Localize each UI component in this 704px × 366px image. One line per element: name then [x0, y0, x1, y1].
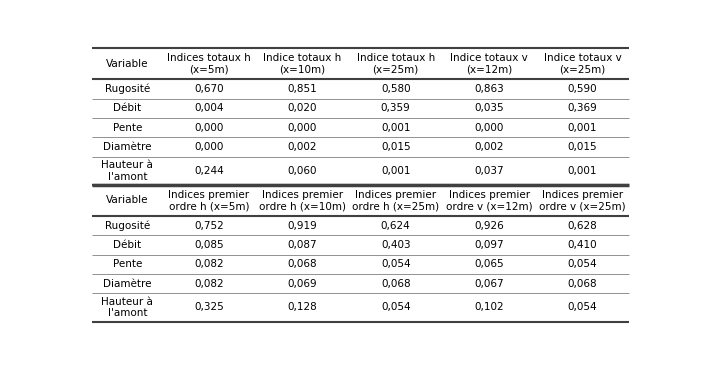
- Text: 0,244: 0,244: [194, 166, 224, 176]
- Text: 0,001: 0,001: [381, 123, 410, 132]
- Text: 0,000: 0,000: [288, 123, 317, 132]
- Text: Indices premier
ordre h (x=10m): Indices premier ordre h (x=10m): [259, 190, 346, 211]
- Text: 0,069: 0,069: [287, 279, 317, 289]
- Text: 0,015: 0,015: [567, 142, 597, 152]
- Text: 0,624: 0,624: [381, 221, 410, 231]
- Text: 0,067: 0,067: [474, 279, 504, 289]
- Text: 0,004: 0,004: [194, 103, 224, 113]
- Text: 0,068: 0,068: [567, 279, 597, 289]
- Text: Pente: Pente: [113, 123, 142, 132]
- Text: 0,087: 0,087: [287, 240, 317, 250]
- Text: 0,851: 0,851: [287, 84, 318, 94]
- Text: 0,054: 0,054: [567, 302, 597, 313]
- Text: 0,082: 0,082: [194, 259, 224, 269]
- Text: Débit: Débit: [113, 103, 142, 113]
- Text: Indices premier
ordre h (x=25m): Indices premier ordre h (x=25m): [352, 190, 439, 211]
- Text: 0,002: 0,002: [474, 142, 504, 152]
- Text: 0,097: 0,097: [474, 240, 504, 250]
- Text: 0,102: 0,102: [474, 302, 504, 313]
- Text: Indices premier
ordre v (x=25m): Indices premier ordre v (x=25m): [539, 190, 626, 211]
- Text: 0,082: 0,082: [194, 279, 224, 289]
- Text: 0,590: 0,590: [567, 84, 597, 94]
- Text: 0,863: 0,863: [474, 84, 504, 94]
- Text: 0,359: 0,359: [381, 103, 410, 113]
- Text: Hauteur à
l'amont: Hauteur à l'amont: [101, 160, 153, 182]
- Text: Variable: Variable: [106, 195, 149, 205]
- Text: Débit: Débit: [113, 240, 142, 250]
- Text: 0,752: 0,752: [194, 221, 224, 231]
- Text: Diamètre: Diamètre: [103, 142, 151, 152]
- Text: 0,054: 0,054: [381, 259, 410, 269]
- Text: 0,000: 0,000: [194, 123, 224, 132]
- Text: 0,054: 0,054: [567, 259, 597, 269]
- Text: Indices premier
ordre v (x=12m): Indices premier ordre v (x=12m): [446, 190, 532, 211]
- Text: Indice totaux h
(x=10m): Indice totaux h (x=10m): [263, 53, 341, 75]
- Text: 0,068: 0,068: [381, 279, 410, 289]
- Text: 0,000: 0,000: [194, 142, 224, 152]
- Text: 0,054: 0,054: [381, 302, 410, 313]
- Text: Indices premier
ordre h (x=5m): Indices premier ordre h (x=5m): [168, 190, 249, 211]
- Text: 0,037: 0,037: [474, 166, 504, 176]
- Text: Indices totaux h
(x=5m): Indices totaux h (x=5m): [167, 53, 251, 75]
- Text: 0,325: 0,325: [194, 302, 224, 313]
- Text: 0,020: 0,020: [287, 103, 317, 113]
- Text: Pente: Pente: [113, 259, 142, 269]
- Text: Hauteur à
l'amont: Hauteur à l'amont: [101, 296, 153, 318]
- Text: 0,068: 0,068: [287, 259, 317, 269]
- Text: 0,410: 0,410: [567, 240, 597, 250]
- Text: 0,580: 0,580: [381, 84, 410, 94]
- Text: 0,002: 0,002: [287, 142, 317, 152]
- Text: 0,060: 0,060: [287, 166, 317, 176]
- Text: 0,670: 0,670: [194, 84, 224, 94]
- Text: 0,369: 0,369: [567, 103, 598, 113]
- Text: 0,001: 0,001: [568, 123, 597, 132]
- Text: 0,128: 0,128: [287, 302, 318, 313]
- Text: 0,000: 0,000: [474, 123, 504, 132]
- Text: Variable: Variable: [106, 59, 149, 69]
- Text: 0,628: 0,628: [567, 221, 598, 231]
- Text: 0,403: 0,403: [381, 240, 410, 250]
- Text: Indice totaux v
(x=12m): Indice totaux v (x=12m): [451, 53, 528, 75]
- Text: Rugosité: Rugosité: [105, 84, 150, 94]
- Text: 0,919: 0,919: [287, 221, 318, 231]
- Text: Diamètre: Diamètre: [103, 279, 151, 289]
- Text: 0,926: 0,926: [474, 221, 504, 231]
- Text: Indice totaux h
(x=25m): Indice totaux h (x=25m): [356, 53, 435, 75]
- Text: 0,065: 0,065: [474, 259, 504, 269]
- Text: Indice totaux v
(x=25m): Indice totaux v (x=25m): [543, 53, 622, 75]
- Text: Rugosité: Rugosité: [105, 220, 150, 231]
- Text: 0,035: 0,035: [474, 103, 504, 113]
- Text: 0,085: 0,085: [194, 240, 224, 250]
- Text: 0,001: 0,001: [568, 166, 597, 176]
- Text: 0,015: 0,015: [381, 142, 410, 152]
- Text: 0,001: 0,001: [381, 166, 410, 176]
